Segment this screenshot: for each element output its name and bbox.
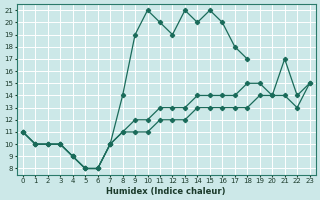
X-axis label: Humidex (Indice chaleur): Humidex (Indice chaleur): [107, 187, 226, 196]
